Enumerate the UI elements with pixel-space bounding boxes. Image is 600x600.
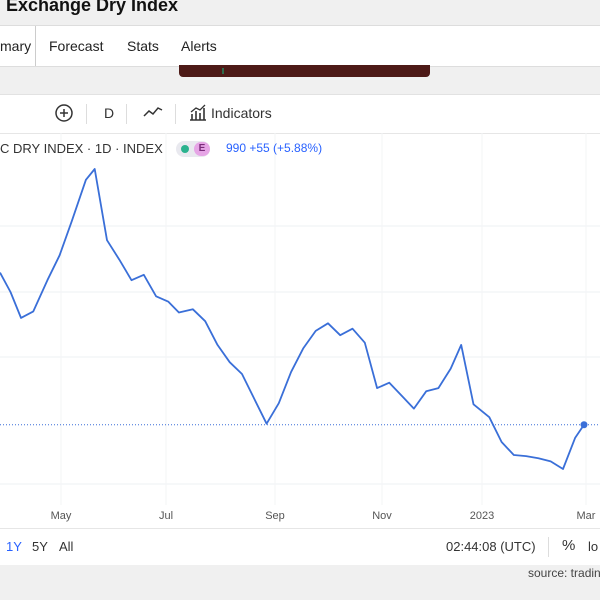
x-tick-label: Nov xyxy=(372,510,392,522)
x-tick-label: Sep xyxy=(265,510,285,522)
market-status-dot xyxy=(181,145,189,153)
chart-card: D Indicators May Jul Sep xyxy=(0,94,600,565)
plus-circle-icon[interactable] xyxy=(54,103,74,126)
range-all-button[interactable]: All xyxy=(59,539,74,554)
toolbar-divider xyxy=(175,104,176,124)
percent-scale-button[interactable]: % xyxy=(562,537,576,554)
x-tick-label: Mar xyxy=(577,510,596,522)
log-scale-button[interactable]: lo xyxy=(588,539,599,554)
page-title: Exchange Dry Index xyxy=(6,0,179,15)
indicators-button[interactable]: Indicators xyxy=(211,105,272,121)
x-tick-label: May xyxy=(51,510,72,522)
x-tick-label: Jul xyxy=(159,510,173,522)
x-axis: May Jul Sep Nov 2023 Mar xyxy=(51,510,596,522)
chart-grid xyxy=(0,133,600,505)
indicators-icon[interactable] xyxy=(188,104,208,125)
chart-bottom-bar: 1Y 5Y All 02:44:08 (UTC) % lo xyxy=(0,528,600,565)
series-line xyxy=(0,168,585,470)
symbol-label: C DRY INDEX · 1D · INDEX xyxy=(0,141,163,156)
bottom-divider xyxy=(548,537,549,557)
tab-bar: mary Forecast Stats Alerts xyxy=(0,25,600,67)
price-chart[interactable]: May Jul Sep Nov 2023 Mar xyxy=(0,95,600,529)
status-badge[interactable]: E xyxy=(176,141,210,157)
tab-stats[interactable]: Stats xyxy=(127,38,159,54)
chart-toolbar: D Indicators xyxy=(0,95,600,134)
toolbar-divider xyxy=(126,104,127,124)
tab-alerts[interactable]: Alerts xyxy=(181,38,217,54)
interval-button[interactable]: D xyxy=(104,105,115,121)
range-1y-button[interactable]: 1Y xyxy=(6,539,22,554)
utc-clock[interactable]: 02:44:08 (UTC) xyxy=(446,539,536,554)
tab-summary[interactable]: mary xyxy=(0,26,37,66)
line-chart-icon[interactable] xyxy=(143,104,163,123)
x-tick-label: 2023 xyxy=(470,510,494,522)
badge-letter: E xyxy=(194,142,210,156)
last-value-dot xyxy=(580,421,588,429)
banner-mark xyxy=(222,68,224,74)
price-readout: 990 +55 (+5.88%) xyxy=(226,141,323,155)
source-credit: source: tradin xyxy=(528,566,600,580)
toolbar-divider xyxy=(86,104,87,124)
ad-banner[interactable] xyxy=(179,65,430,77)
tab-forecast[interactable]: Forecast xyxy=(49,38,104,54)
range-5y-button[interactable]: 5Y xyxy=(32,539,48,554)
